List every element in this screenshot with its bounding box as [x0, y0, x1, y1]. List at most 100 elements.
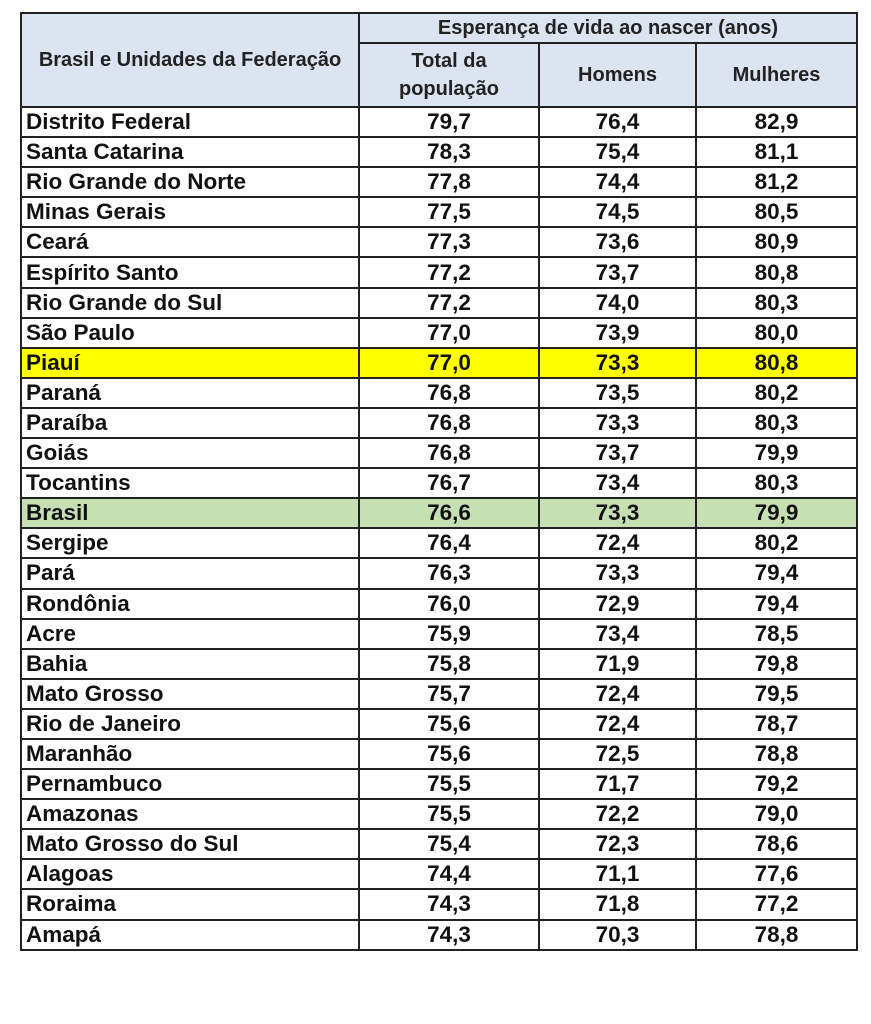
cell-total: 75,9 — [358, 617, 540, 650]
cell-homens: 72,5 — [538, 737, 697, 771]
cell-total: 76,8 — [358, 437, 540, 470]
table-row: Goiás 76,8 73,7 79,9 — [20, 437, 859, 470]
cell-name: Bahia — [20, 647, 360, 680]
cell-homens: 73,3 — [538, 346, 697, 379]
cell-name: Minas Gerais — [20, 196, 360, 229]
table-row: Bahia 75,8 71,9 79,8 — [20, 647, 859, 680]
cell-mulheres: 78,6 — [694, 828, 859, 861]
cell-homens: 71,1 — [538, 858, 697, 891]
cell-mulheres: 80,3 — [694, 286, 859, 319]
cell-name: Brasil — [20, 497, 360, 530]
cell-name: Mato Grosso — [20, 677, 360, 710]
cell-name: Acre — [20, 617, 360, 650]
cell-homens: 71,7 — [538, 768, 697, 801]
cell-name: Paraíba — [20, 406, 360, 440]
cell-name: Amazonas — [20, 798, 360, 831]
table-row: Amazonas 75,5 72,2 79,0 — [20, 798, 859, 831]
cell-total: 75,7 — [358, 677, 540, 710]
table-row: Rio Grande do Norte 77,8 74,4 81,2 — [20, 166, 859, 199]
cell-total: 77,0 — [358, 316, 540, 349]
cell-total: 76,7 — [358, 467, 540, 500]
cell-total: 77,2 — [358, 256, 540, 289]
cell-mulheres: 82,9 — [694, 105, 859, 139]
table-body: Distrito Federal 79,7 76,4 82,9 Santa Catari… — [20, 105, 859, 951]
cell-mulheres: 79,8 — [694, 647, 859, 680]
cell-total: 74,3 — [358, 918, 540, 951]
cell-total: 76,8 — [358, 406, 540, 440]
cell-mulheres: 78,5 — [694, 617, 859, 650]
cell-total: 77,3 — [358, 226, 540, 259]
table-row: Paraíba 76,8 73,3 80,3 — [20, 406, 859, 440]
cell-total: 78,3 — [358, 136, 540, 169]
cell-name: Tocantins — [20, 467, 360, 500]
cell-homens: 75,4 — [538, 136, 697, 169]
cell-homens: 71,8 — [538, 888, 697, 921]
cell-total: 75,5 — [358, 768, 540, 801]
cell-mulheres: 80,3 — [694, 467, 859, 500]
cell-total: 77,5 — [358, 196, 540, 229]
table-row: Rio Grande do Sul 77,2 74,0 80,3 — [20, 286, 859, 319]
cell-total: 77,0 — [358, 346, 540, 379]
cell-mulheres: 79,4 — [694, 557, 859, 590]
cell-name: Roraima — [20, 888, 360, 921]
cell-mulheres: 80,9 — [694, 226, 859, 259]
cell-homens: 72,9 — [538, 587, 697, 620]
cell-name: São Paulo — [20, 316, 360, 349]
table-row: Rondônia 76,0 72,9 79,4 — [20, 587, 859, 620]
cell-name: Amapá — [20, 918, 360, 951]
cell-total: 75,6 — [358, 737, 540, 771]
cell-total: 75,5 — [358, 798, 540, 831]
cell-mulheres: 81,2 — [694, 166, 859, 199]
cell-homens: 76,4 — [538, 105, 697, 139]
table-row: Amapá 74,3 70,3 78,8 — [20, 918, 859, 951]
cell-total: 75,8 — [358, 647, 540, 680]
cell-name: Espírito Santo — [20, 256, 360, 289]
cell-mulheres: 78,7 — [694, 707, 859, 740]
cell-homens: 70,3 — [538, 918, 697, 951]
cell-total: 76,8 — [358, 376, 540, 409]
cell-homens: 72,4 — [538, 527, 697, 560]
cell-homens: 74,5 — [538, 196, 697, 229]
cell-mulheres: 77,2 — [694, 888, 859, 921]
cell-name: Mato Grosso do Sul — [20, 828, 360, 861]
life-expectancy-table: Brasil e Unidades da Federação Esperança… — [20, 12, 859, 951]
cell-mulheres: 79,4 — [694, 587, 859, 620]
cell-name: Paraná — [20, 376, 360, 409]
table-row: Brasil 76,6 73,3 79,9 — [20, 497, 859, 530]
cell-name: Sergipe — [20, 527, 360, 560]
table-row: Piauí 77,0 73,3 80,8 — [20, 346, 859, 379]
cell-mulheres: 78,8 — [694, 918, 859, 951]
cell-homens: 73,9 — [538, 316, 697, 349]
cell-name: Pernambuco — [20, 768, 360, 801]
table-row: Sergipe 76,4 72,4 80,2 — [20, 527, 859, 560]
cell-mulheres: 79,2 — [694, 768, 859, 801]
cell-homens: 72,4 — [538, 677, 697, 710]
cell-homens: 73,4 — [538, 467, 697, 500]
cell-homens: 73,7 — [538, 256, 697, 289]
cell-name: Rio de Janeiro — [20, 707, 360, 740]
cell-mulheres: 79,9 — [694, 437, 859, 470]
cell-total: 76,4 — [358, 527, 540, 560]
table-row: Paraná 76,8 73,5 80,2 — [20, 376, 859, 409]
cell-total: 74,3 — [358, 888, 540, 921]
cell-homens: 73,6 — [538, 226, 697, 259]
cell-homens: 73,3 — [538, 557, 697, 590]
cell-name: Rondônia — [20, 587, 360, 620]
cell-mulheres: 80,2 — [694, 527, 859, 560]
cell-name: Piauí — [20, 346, 360, 379]
cell-homens: 73,5 — [538, 376, 697, 409]
cell-mulheres: 80,8 — [694, 256, 859, 289]
table-row: Mato Grosso 75,7 72,4 79,5 — [20, 677, 859, 710]
cell-homens: 72,4 — [538, 707, 697, 740]
cell-homens: 72,3 — [538, 828, 697, 861]
table-row: Alagoas 74,4 71,1 77,6 — [20, 858, 859, 891]
header-mulheres: Mulheres — [694, 42, 859, 108]
table-row: Santa Catarina 78,3 75,4 81,1 — [20, 136, 859, 169]
cell-name: Maranhão — [20, 737, 360, 771]
table-row: Mato Grosso do Sul 75,4 72,3 78,6 — [20, 828, 859, 861]
cell-homens: 72,2 — [538, 798, 697, 831]
table-row: Espírito Santo 77,2 73,7 80,8 — [20, 256, 859, 289]
cell-name: Rio Grande do Norte — [20, 166, 360, 199]
cell-mulheres: 80,2 — [694, 376, 859, 409]
cell-name: Distrito Federal — [20, 105, 360, 139]
